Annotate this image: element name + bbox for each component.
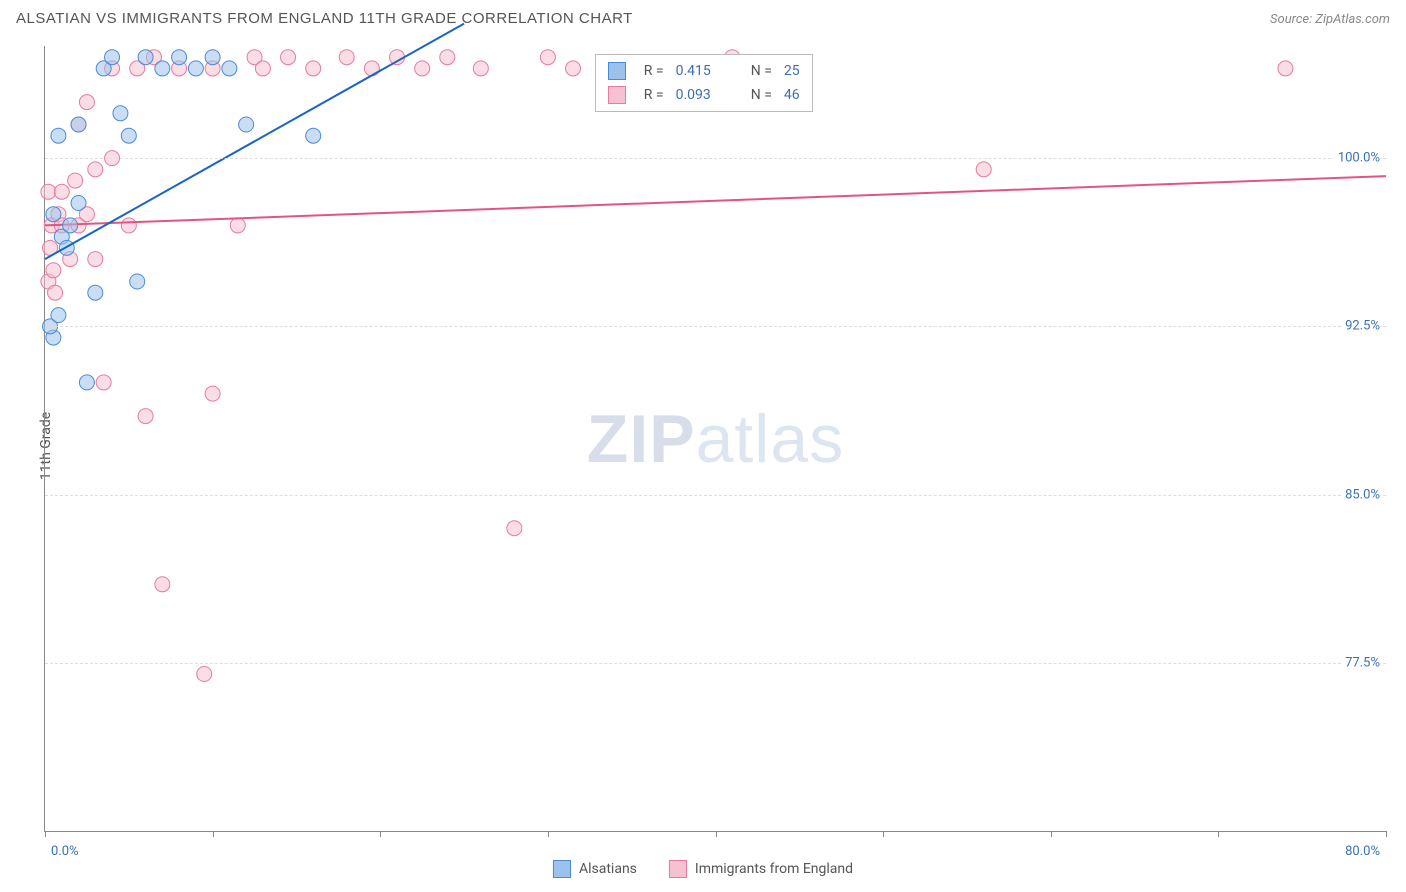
data-point xyxy=(79,95,94,110)
data-point xyxy=(306,61,321,76)
data-point xyxy=(79,375,94,390)
legend-bottom: Alsatians Immigrants from England xyxy=(553,860,853,878)
gridline xyxy=(45,495,1386,496)
y-tick-label: 85.0% xyxy=(1341,487,1380,502)
legend-n-label: N = xyxy=(751,87,772,103)
data-point xyxy=(188,61,203,76)
x-tick xyxy=(45,831,46,837)
legend-r-label: R = xyxy=(644,87,664,103)
legend-r-value: 0.093 xyxy=(676,87,711,103)
data-point xyxy=(155,577,170,592)
data-point xyxy=(230,218,245,233)
data-point xyxy=(71,117,86,132)
chart-plot-area: ZIPatlas 0.0% 80.0% R =0.415N =25R =0.09… xyxy=(44,46,1386,832)
data-point xyxy=(364,61,379,76)
stats-legend-box: R = 0.415 N = 25 R = 0.093 N = 46 xyxy=(595,54,813,112)
x-tick xyxy=(716,831,717,837)
x-tick xyxy=(883,831,884,837)
data-point xyxy=(222,61,237,76)
legend-swatch-england xyxy=(669,860,687,878)
data-point xyxy=(1278,61,1293,76)
x-tick xyxy=(1051,831,1052,837)
data-point xyxy=(88,252,103,267)
legend-swatch-alsatians xyxy=(553,860,571,878)
trend-line xyxy=(45,176,1386,225)
data-point xyxy=(51,308,66,323)
y-tick-label: 77.5% xyxy=(1341,655,1380,670)
data-point xyxy=(172,50,187,65)
chart-title: ALSATIAN VS IMMIGRANTS FROM ENGLAND 11TH… xyxy=(16,10,633,27)
x-tick xyxy=(1386,831,1387,837)
x-tick xyxy=(380,831,381,837)
scatter-svg xyxy=(45,46,1386,831)
data-point xyxy=(507,521,522,536)
data-point xyxy=(473,61,488,76)
chart-source: Source: ZipAtlas.com xyxy=(1270,12,1390,27)
data-point xyxy=(138,50,153,65)
data-point xyxy=(113,106,128,121)
data-point xyxy=(566,61,581,76)
data-point xyxy=(440,50,455,65)
legend-n-label: N = xyxy=(751,63,772,79)
data-point xyxy=(415,61,430,76)
x-tick xyxy=(1218,831,1219,837)
legend-r-label: R = xyxy=(644,63,664,79)
data-point xyxy=(339,50,354,65)
data-point xyxy=(197,667,212,682)
data-point xyxy=(121,218,136,233)
data-point xyxy=(205,50,220,65)
x-tick xyxy=(213,831,214,837)
data-point xyxy=(540,50,555,65)
x-axis-max-label: 80.0% xyxy=(1345,844,1380,859)
legend-swatch-icon xyxy=(608,62,626,80)
data-point xyxy=(155,61,170,76)
gridline xyxy=(45,663,1386,664)
data-point xyxy=(41,184,56,199)
gridline xyxy=(45,158,1386,159)
data-point xyxy=(46,263,61,278)
y-tick-label: 92.5% xyxy=(1341,319,1380,334)
data-point xyxy=(48,285,63,300)
data-point xyxy=(105,50,120,65)
legend-swatch-icon xyxy=(608,86,626,104)
data-point xyxy=(96,375,111,390)
data-point xyxy=(281,50,296,65)
x-tick xyxy=(548,831,549,837)
data-point xyxy=(138,409,153,424)
data-point xyxy=(976,162,991,177)
data-point xyxy=(121,128,136,143)
legend-label-england: Immigrants from England xyxy=(695,861,853,877)
data-point xyxy=(255,61,270,76)
legend-label-alsatians: Alsatians xyxy=(579,861,637,877)
data-point xyxy=(306,128,321,143)
legend-n-value: 25 xyxy=(784,63,800,79)
data-point xyxy=(130,274,145,289)
data-point xyxy=(239,117,254,132)
legend-n-value: 46 xyxy=(784,87,800,103)
y-tick-label: 100.0% xyxy=(1334,151,1380,166)
data-point xyxy=(51,128,66,143)
gridline xyxy=(45,326,1386,327)
data-point xyxy=(63,218,78,233)
legend-stats-row: R = 0.093 N = 46 xyxy=(608,83,800,107)
data-point xyxy=(71,196,86,211)
data-point xyxy=(54,184,69,199)
legend-r-value: 0.415 xyxy=(676,63,711,79)
x-axis-min-label: 0.0% xyxy=(51,844,79,859)
data-point xyxy=(68,173,83,188)
data-point xyxy=(88,162,103,177)
data-point xyxy=(46,207,61,222)
data-point xyxy=(205,386,220,401)
data-point xyxy=(88,285,103,300)
legend-stats-row: R = 0.415 N = 25 xyxy=(608,59,800,83)
